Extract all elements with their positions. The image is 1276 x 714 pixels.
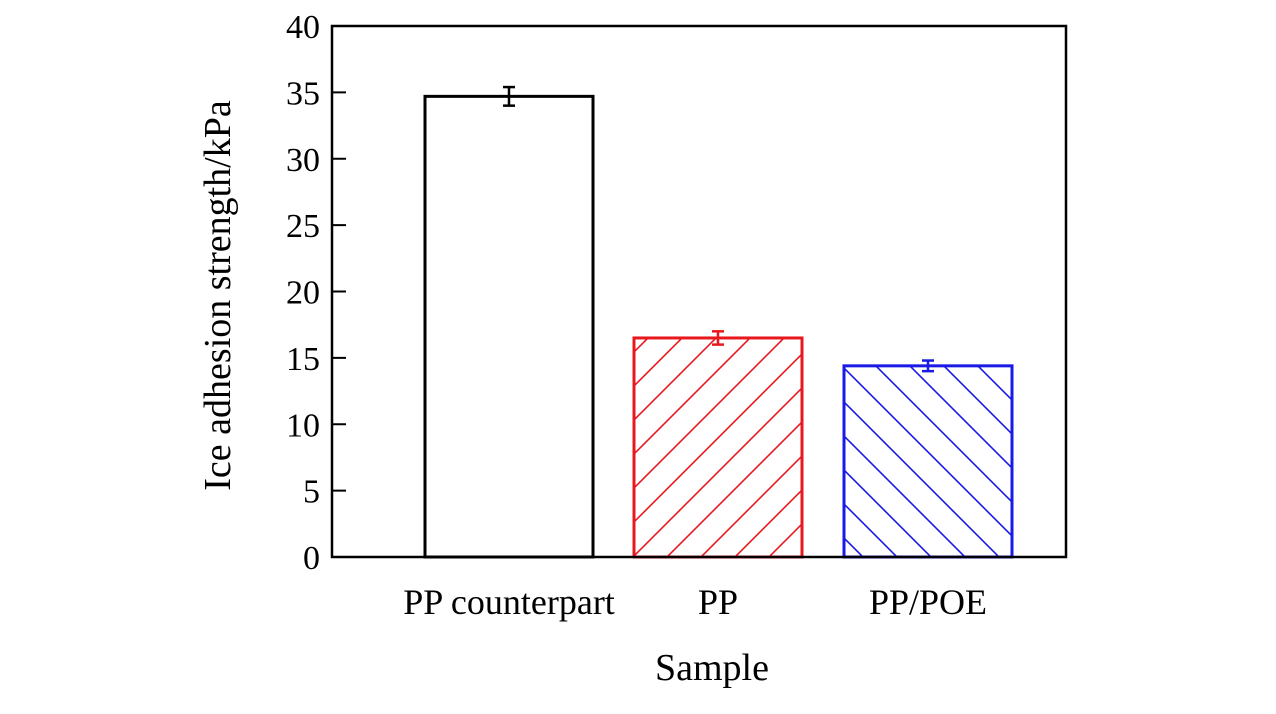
y-axis-title: Ice adhesion strength/kPa	[197, 100, 239, 491]
x-category-label: PP counterpart	[403, 582, 615, 622]
error-bar	[503, 85, 515, 107]
y-tick-label: 5	[303, 474, 320, 511]
bar-pp-poe	[842, 364, 1014, 559]
y-tick-label: 40	[286, 9, 320, 46]
y-axis-ticks: 0 5 10 15 20 25 30 35 40	[286, 9, 346, 577]
y-tick-label: 25	[286, 208, 320, 245]
bar-pp	[632, 336, 804, 559]
x-category-label: PP	[698, 582, 738, 622]
y-tick-label: 10	[286, 407, 320, 444]
x-category-label: PP/POE	[869, 582, 987, 622]
y-tick-label: 20	[286, 275, 320, 312]
y-tick-label: 0	[303, 540, 320, 577]
x-axis-category-labels: PP counterpart PP PP/POE	[403, 582, 987, 622]
x-axis-title: Sample	[655, 647, 769, 689]
error-bar	[922, 359, 934, 373]
y-tick-label: 30	[286, 142, 320, 179]
bar-pp-counterpart	[423, 94, 595, 559]
error-bar	[712, 330, 724, 346]
bars	[423, 94, 1014, 559]
plot-frame	[330, 24, 1068, 559]
y-tick-label: 15	[286, 341, 320, 378]
y-tick-label: 35	[286, 75, 320, 112]
error-bars	[503, 85, 934, 373]
